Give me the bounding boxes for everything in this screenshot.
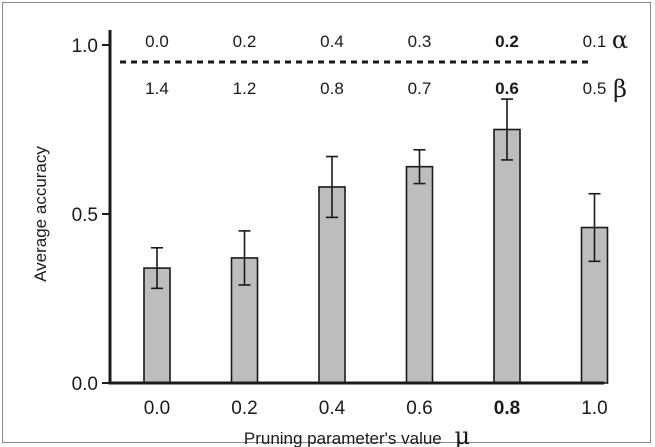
param-alpha-value: 0.3 — [408, 32, 432, 51]
param-alpha-value: 0.4 — [320, 32, 344, 51]
bar-0.6 — [405, 165, 434, 384]
x-axis-label: Pruning parameter's value μ — [244, 422, 470, 447]
bar-0.8 — [493, 128, 521, 384]
param-alpha-value: 0.1 — [583, 32, 607, 51]
x-tick-label: 0.2 — [231, 398, 257, 419]
x-axis-label-text: Pruning parameter's value — [244, 429, 442, 447]
bar-0.4 — [318, 186, 346, 384]
x-tick-label: 1.0 — [581, 398, 607, 419]
param-beta-value: 1.4 — [145, 79, 169, 98]
x-axis-label-symbol: μ — [455, 422, 471, 447]
x-tick-label: 0.8 — [494, 398, 520, 419]
x-tick-label: 0.6 — [406, 398, 432, 419]
param-alpha-value: 0.2 — [495, 32, 519, 51]
param-alpha-value: 0.2 — [233, 32, 257, 51]
param-beta-value: 0.5 — [583, 79, 607, 98]
param-beta-value: 0.8 — [320, 79, 344, 98]
y-tick-label: 1.0 — [72, 36, 98, 57]
param-beta-value: 0.7 — [408, 79, 432, 98]
y-tick-label: 0.0 — [72, 374, 98, 395]
x-tick-label: 0.4 — [319, 398, 346, 419]
y-tick-label: 0.5 — [72, 205, 98, 226]
param-beta-symbol: β — [613, 75, 627, 103]
x-tick-label: 0.0 — [144, 398, 170, 419]
param-beta-value: 1.2 — [233, 79, 257, 98]
y-axis-label: Average accuracy — [31, 146, 50, 282]
param-alpha-symbol: α — [612, 26, 628, 54]
param-beta-value: 0.6 — [495, 79, 519, 98]
param-alpha-value: 0.0 — [145, 32, 169, 51]
